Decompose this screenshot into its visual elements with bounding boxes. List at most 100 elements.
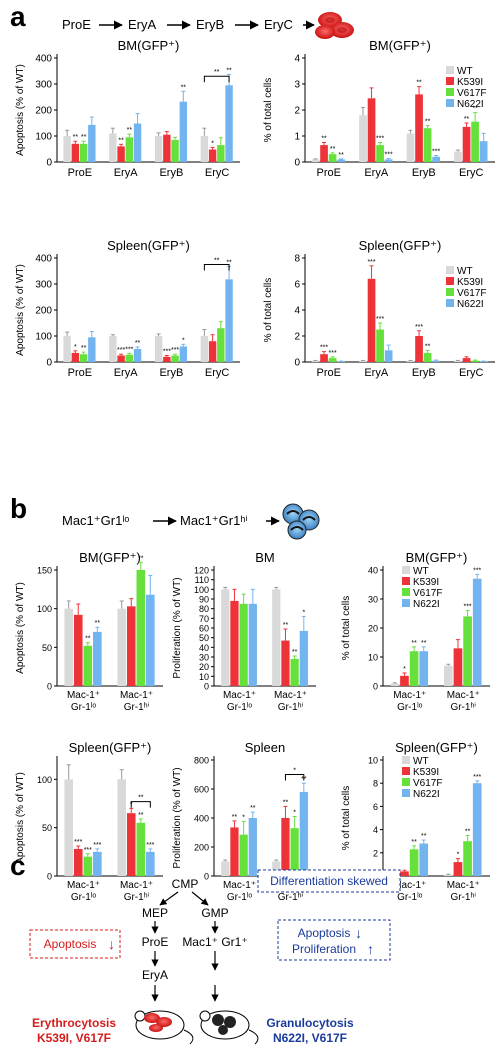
bar-v617f-0 [409,651,419,686]
y-axis-label: % of total cells [263,78,274,142]
y-tick-label: 20 [199,662,209,672]
chart-title: Spleen(GFP⁺) [359,238,442,253]
bar-k539i-1 [367,278,376,362]
x-tick-label: Gr-1ʰⁱ [124,702,150,713]
node-mac: Mac1⁺ Gr1⁺ [182,935,247,949]
y-tick-label: 4 [294,54,300,65]
bar-n622i-2 [432,156,440,162]
bar-n622i-2 [179,101,188,162]
node-proe: ProE [142,935,169,949]
bar-v617f-2 [423,352,432,362]
significance-label: *** [376,136,384,143]
y-tick-label: 0 [294,158,300,169]
outcome-right-mutations: N622I, V617F [273,1031,347,1045]
bar-wt-1 [109,133,117,162]
y-tick-label: 100 [37,604,52,614]
x-tick-label: Mac-1⁺ [120,880,153,891]
bar-wt-0 [64,779,74,876]
legend-swatch [446,266,454,274]
x-tick-label: Gr-1ˡᵒ [397,892,423,903]
y-tick-label: 8 [294,254,300,265]
significance-label: ** [135,340,141,347]
chart-title: Spleen(GFP⁺) [107,238,190,253]
significance-label: *** [385,152,393,159]
x-tick-label: Gr-1ˡᵒ [227,892,253,903]
bar-n622i-1 [472,783,482,876]
significance-label: * [74,344,77,351]
y-tick-label: 0 [204,682,209,692]
pathway-step: EryC [264,17,293,32]
x-tick-label: EryA [114,367,139,379]
legend-label: V617F [457,88,486,99]
y-tick-label: 50 [199,633,209,643]
x-tick-label: Gr-1ˡᵒ [71,702,97,713]
bar-k539i-0 [400,675,409,686]
bar-k539i-1 [281,818,290,876]
bar-wt-1 [443,874,453,876]
bar-wt-1 [359,360,367,362]
bar-n622i-3 [479,361,488,362]
bar-n622i-1 [146,851,155,876]
significance-label: ** [283,799,289,806]
bar-k539i-0 [400,871,409,876]
significance-label: *** [367,259,375,266]
significance-label: * [403,666,406,673]
legend-swatch [446,299,454,307]
legend-label: N622I [457,99,484,110]
significance-label: *** [146,842,154,849]
y-tick-label: 200 [35,106,52,117]
bar-v617f-2 [423,128,432,162]
significance-label: ** [127,127,133,134]
significance-label: ** [81,345,87,352]
chart-b3: BM(GFP⁺)% of total cells010203040*******… [341,550,490,713]
bar-v617f-2 [171,355,179,362]
bar-k539i-3 [208,149,217,162]
legend-swatch [402,566,410,574]
legend-swatch [402,577,410,585]
legend-label: N622I [457,299,484,310]
x-tick-label: Gr-1ˡᵒ [71,892,97,903]
legend-label: WT [457,66,473,77]
x-tick-label: Gr-1ʰⁱ [278,892,304,903]
chart-b1: BM(GFP⁺) Apoptosis (% of WT) 0 50 100 150 ** **… [15,550,163,713]
significance-label: ** [283,622,289,629]
bar-k539i-1 [117,146,125,162]
x-tick-label: Gr-1ʰⁱ [278,702,304,713]
significance-label: *** [74,839,82,846]
bar-k539i-1 [117,355,125,362]
legend-swatch [402,778,410,786]
bar-wt-1 [117,608,127,686]
bracket-label: ** [214,69,220,76]
bar-v617f-3 [217,145,225,162]
y-tick-label: 50 [42,823,52,833]
bar-wt-1 [109,336,117,362]
bar-k539i-0 [73,614,83,686]
x-tick-label: Mac-1⁺ [274,690,307,701]
significance-label: *** [125,346,133,353]
x-tick-label: Gr-1ʰⁱ [124,892,150,903]
bar-n622i-2 [179,346,188,362]
bar-v617f-1 [136,822,146,876]
y-tick-label: 120 [194,566,209,576]
x-tick-label: Mac-1⁺ [393,690,426,701]
significance-label: ** [416,80,422,87]
significance-label: *** [93,842,101,849]
legend-swatch [402,756,410,764]
significance-label: *** [329,350,337,357]
bar-k539i-3 [462,126,471,162]
legend-label: N622I [413,599,440,610]
panel-a-letter: a [10,1,26,32]
bar-wt-0 [311,159,320,162]
significance-label: *** [415,324,423,331]
bar-n622i-0 [93,851,102,876]
significance-label: ** [330,146,336,153]
outcome-right-title: Granulocytosis [266,1016,354,1030]
x-tick-label: EryA [364,367,389,379]
y-axis-label: Apoptosis (% of WT) [15,264,26,356]
y-tick-label: 100 [194,585,209,595]
bar-n622i-0 [88,337,96,362]
outcome-left-mutations: K539I, V617F [37,1031,111,1045]
bar-k539i-1 [453,862,463,876]
pathway-step: EryB [196,17,224,32]
arrow-cmp-gmp [191,891,209,906]
